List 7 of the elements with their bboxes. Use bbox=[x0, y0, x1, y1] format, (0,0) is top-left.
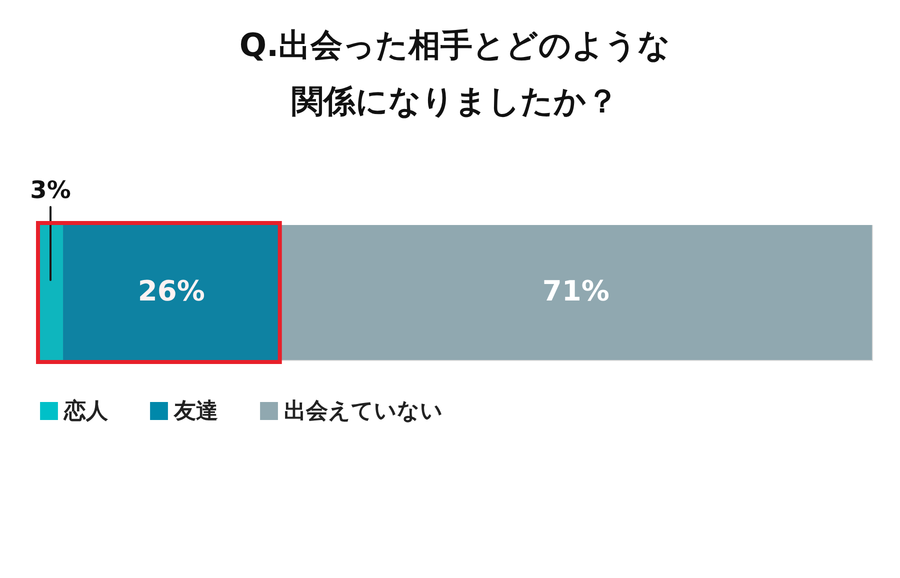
data-label: 26% bbox=[138, 274, 205, 308]
data-label: 71% bbox=[542, 274, 610, 308]
legend-label: 出会えていない bbox=[284, 399, 443, 424]
chart-title: Q.出会った相手とどのような関係になりましたか？ bbox=[239, 26, 671, 120]
data-label: 3% bbox=[30, 176, 71, 204]
legend-label: 恋人 bbox=[63, 398, 109, 424]
legend-label: 友達 bbox=[173, 399, 218, 424]
